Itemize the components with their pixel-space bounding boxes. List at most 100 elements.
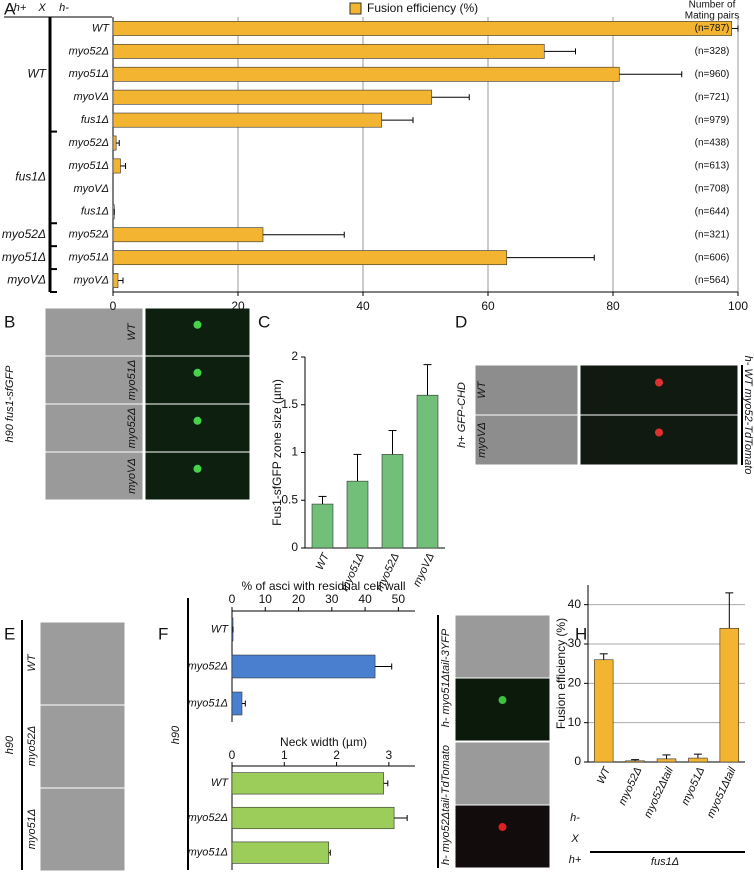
n-label: (n=438): [695, 138, 730, 149]
row-label: myoVΔ: [476, 422, 488, 458]
category-label: myoVΔ: [74, 274, 110, 286]
y-tick-label: 0.5: [281, 492, 298, 506]
micrograph: [454, 677, 551, 742]
bar: [231, 691, 243, 716]
micrograph: [39, 787, 126, 872]
category-label: myo51Δ: [69, 68, 109, 80]
signal: [193, 464, 202, 473]
bar: [593, 659, 614, 763]
x-tick-label: 50: [392, 592, 406, 606]
n-label: (n=606): [695, 252, 730, 263]
x-tick-label: myoVΔ: [411, 551, 437, 588]
bar: [656, 758, 677, 763]
axis-title: Fus1-sfGFP zone size (µm): [270, 379, 284, 526]
micrograph: [44, 355, 144, 405]
bar: [112, 43, 545, 59]
category-label: myo52Δ: [69, 229, 109, 241]
micrograph: [144, 451, 251, 501]
category-label: WT: [211, 777, 229, 789]
column-header: Number of: [689, 0, 736, 11]
bar: [719, 627, 740, 763]
strain-label: h90: [170, 725, 182, 744]
x-tick-label: 0: [110, 299, 117, 313]
row-label: h- myo51Δtail-3YFP: [440, 628, 452, 727]
strain-label: h90: [4, 735, 16, 754]
signal: [498, 696, 507, 705]
micrograph: [454, 804, 551, 869]
bar: [112, 250, 508, 266]
signal: [193, 368, 202, 377]
signal: [193, 320, 202, 329]
category-label: myo52Δ: [69, 137, 109, 149]
row-label: myo52Δ: [126, 408, 138, 448]
bar: [311, 503, 334, 549]
y-tick-label: 30: [568, 636, 582, 650]
panel-letter: E: [4, 624, 15, 643]
category-label: myo51Δ: [188, 697, 228, 709]
legend-label: Fusion efficiency (%): [367, 1, 478, 15]
signal: [655, 428, 663, 437]
category-label: myo52Δ: [188, 660, 228, 672]
bar: [112, 273, 119, 288]
x-tick-label: 40: [356, 299, 370, 313]
row-label: h-: [570, 812, 580, 824]
y-tick-label: 1.5: [281, 397, 298, 411]
x-tick-label: 10: [259, 592, 273, 606]
bar: [112, 89, 433, 105]
n-label: (n=721): [695, 92, 730, 103]
x-tick-label: 100: [728, 299, 748, 313]
bar: [688, 757, 708, 763]
bar: [112, 158, 121, 174]
n-label: (n=708): [695, 184, 730, 195]
y-tick-label: 2: [291, 349, 298, 363]
header-label: X: [37, 2, 46, 14]
x-tick-label: myo51Δ: [679, 765, 707, 807]
micrograph: [39, 621, 126, 706]
bar: [231, 806, 395, 830]
category-label: myoVΔ: [74, 183, 110, 195]
x-tick-label: 1: [281, 748, 288, 762]
category-label: myo52Δ: [69, 45, 109, 57]
row-label: WT: [126, 322, 138, 340]
bar: [416, 394, 439, 549]
micrograph: [579, 414, 739, 466]
x-tick-label: 0: [229, 592, 236, 606]
n-label: (n=328): [695, 46, 730, 57]
x-tick-label: 40: [358, 592, 372, 606]
category-label: myo52Δ: [188, 812, 228, 824]
x-tick-label: myo51Δtail: [705, 765, 739, 820]
micrograph: [474, 414, 579, 466]
bar: [112, 227, 264, 243]
signal: [498, 823, 507, 832]
bar: [112, 66, 620, 82]
micrograph: [144, 355, 251, 405]
row-label: myo51Δ: [26, 809, 38, 849]
panel-letter: B: [4, 312, 15, 331]
row-label: X: [570, 833, 579, 845]
x-tick-label: 80: [606, 299, 620, 313]
legend-swatch: [349, 2, 362, 15]
bar: [346, 480, 369, 549]
category-label: WT: [92, 22, 110, 34]
x-tick-label: 3: [386, 748, 393, 762]
x-tick-label: 30: [325, 592, 339, 606]
panel-letter: F: [158, 624, 168, 643]
y-tick-label: 0: [291, 540, 298, 554]
category-label: myo51Δ: [69, 160, 109, 172]
row-label: h+: [569, 854, 582, 866]
bar: [231, 654, 376, 679]
x-tick-label: WT: [314, 550, 333, 572]
row-label: myo52Δ: [26, 726, 38, 766]
row-label: h- myo52Δtail-TdTomato: [440, 745, 452, 865]
panel-letter: H: [575, 624, 587, 643]
micrograph: [44, 307, 144, 357]
panel-letter: D: [455, 312, 467, 331]
micrograph: [44, 403, 144, 453]
micrograph: [579, 364, 739, 416]
n-label: (n=960): [695, 69, 730, 80]
bar: [231, 772, 384, 795]
micrograph: [454, 614, 551, 679]
micrograph: [144, 403, 251, 453]
category-label: myoVΔ: [74, 91, 110, 103]
